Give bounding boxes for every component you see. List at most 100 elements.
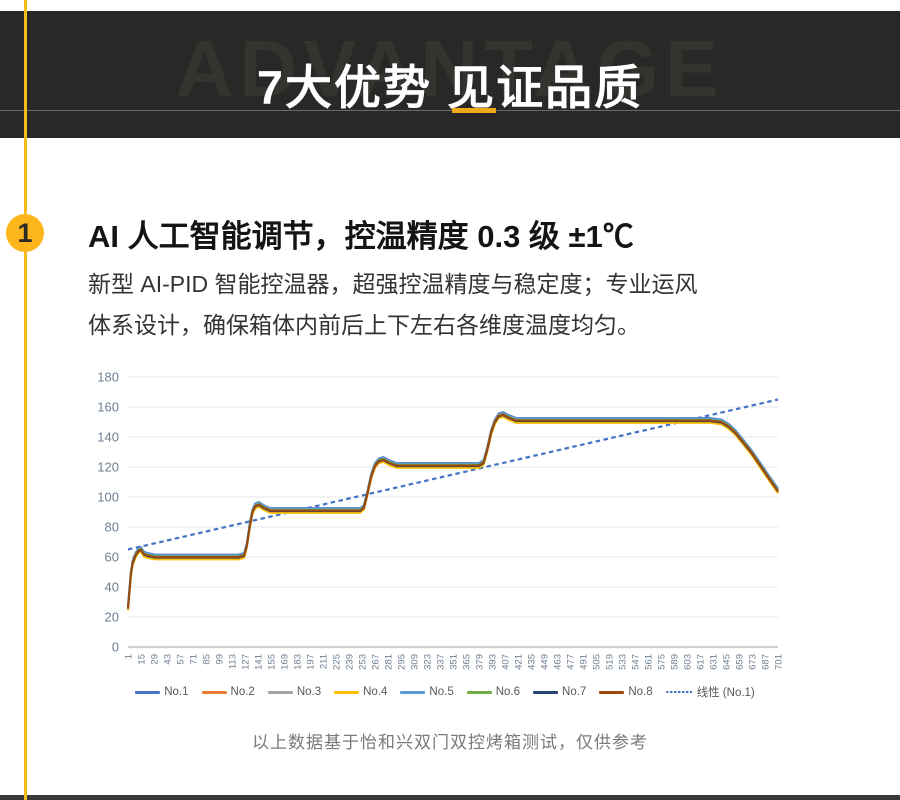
x-axis-tick-label: 687 [761,654,772,670]
legend-item: No.7 [533,686,586,698]
y-axis-tick-label: 180 [97,370,119,385]
legend-swatch-dashed [665,691,693,693]
bottom-section-bar [0,795,900,800]
legend-item: No.8 [599,686,653,698]
x-axis-tick-label: 323 [423,654,434,670]
y-axis-tick-label: 40 [105,580,119,595]
x-axis-tick-label: 155 [267,654,278,670]
x-axis-tick-label: 309 [410,654,421,670]
x-axis-tick-label: 491 [579,654,590,670]
x-axis-tick-label: 435 [527,654,538,670]
temperature-chart: 0 20 40 60 80 100 120 140 160 180 1 15 29 43 57 71 85 99 1… [85,368,805,698]
legend-item: No.6 [466,686,521,698]
legend-label: No.6 [495,686,521,698]
section-description-line-1: 新型 AI-PID 智能控温器，超强控温精度与稳定度；专业运风 [88,271,698,297]
x-axis-tick-label: 71 [189,654,200,665]
chart-caption: 以上数据基于怡和兴双门双控烤箱测试，仅供参考 [252,733,648,752]
section-description: 新型 AI-PID 智能控温器，超强控温精度与稳定度；专业运风 体系设计，确保箱… [88,264,698,346]
header-title: 7大优势 见证品质 [256,61,644,114]
x-axis-tick-label: 603 [683,654,694,670]
x-axis-tick-label: 141 [254,654,265,670]
header-banner: ADVANTAGE 7大优势 见证品质 [0,11,900,138]
x-axis-tick-label: 211 [319,654,330,669]
accent-vertical-line [24,0,27,800]
x-axis-tick-label: 701 [774,654,785,670]
x-axis-tick-label: 519 [605,654,616,670]
chart-series-No.3 [127,412,779,607]
legend-item: No.1 [135,686,189,698]
legend-swatch [267,690,293,694]
x-axis-tick-label: 505 [592,654,603,670]
y-axis-tick-label: 140 [97,430,119,445]
legend-swatch [533,690,559,694]
y-axis-tick-label: 20 [105,610,119,625]
y-axis-tick-label: 60 [105,550,119,565]
x-axis-tick-label: 547 [631,654,642,670]
x-axis-tick-label: 337 [436,654,447,670]
legend-item: No.2 [201,686,255,698]
x-axis-tick-label: 673 [748,654,759,670]
legend-item: No.5 [400,686,454,698]
x-axis-tick-label: 561 [644,654,655,670]
x-axis-tick-label: 57 [176,654,187,665]
x-axis-tick-label: 127 [241,654,252,670]
x-axis-tick-label: 365 [462,654,473,670]
chart-series-No.6 [127,412,779,608]
chart-series-No.2 [127,414,779,610]
advantage-watermark: ADVANTAGE [175,24,725,113]
x-axis-tick-label: 533 [618,654,629,670]
x-axis-tick-label: 631 [709,654,720,670]
x-axis-tick-label: 575 [657,654,668,670]
chart-series-No.7 [127,414,779,609]
x-axis-tick-label: 659 [735,654,746,670]
x-axis-tick-label: 295 [397,654,408,670]
x-axis-tick-label: 1 [124,654,135,659]
legend-label: No.5 [429,686,454,698]
chart-legend: No.1 No.2 No.3 No.4 No.5 No.6 No.7 No.8 线性 (No.1… [85,684,805,700]
chart-series-No.4 [127,415,779,611]
legend-label: No.3 [296,686,322,698]
x-axis-tick-label: 113 [228,654,239,669]
x-axis-tick-label: 617 [696,654,707,670]
x-axis-tick-label: 85 [202,654,213,665]
legend-label: No.2 [230,686,255,698]
legend-label: No.8 [628,686,653,698]
x-axis-tick-label: 183 [293,654,304,670]
legend-item: No.4 [334,686,387,698]
trend-line-linear-no1 [127,398,779,551]
legend-swatch [466,690,492,694]
x-axis-tick-label: 253 [358,654,369,670]
y-axis-tick-label: 80 [105,520,119,535]
x-axis-tick-label: 99 [215,654,226,665]
chart-series-No.5 [127,411,779,607]
legend-item: 线性 (No.1) [665,684,755,700]
x-axis-tick-label: 43 [163,654,174,665]
legend-item: No.3 [267,686,322,698]
x-axis-tick-label: 379 [475,654,486,670]
legend-swatch [201,690,227,694]
y-axis-tick-label: 160 [97,400,119,415]
y-axis-tick-label: 100 [97,490,119,505]
legend-label: 线性 (No.1) [696,687,755,699]
x-axis-tick-label: 197 [306,654,317,670]
x-axis-tick-label: 351 [449,654,460,670]
x-axis-tick-label: 449 [540,654,551,670]
step-number-badge: 1 [6,214,44,252]
legend-label: No.4 [363,686,388,698]
section-title: AI 人工智能调节，控温精度 0.3 级 ±1℃ [88,219,634,254]
x-axis-tick-label: 15 [137,654,148,665]
section-description-line-2: 体系设计，确保箱体内前后上下左右各维度温度均匀。 [88,312,640,338]
x-axis-tick-label: 239 [345,654,356,670]
x-axis-tick-label: 463 [553,654,564,670]
y-axis-tick-label: 0 [112,640,119,655]
x-axis-tick-label: 645 [722,654,733,670]
chart-series-No.1 [127,411,779,606]
legend-swatch [334,690,360,694]
legend-swatch [599,690,625,694]
legend-swatch [135,690,161,694]
x-axis-tick-label: 421 [514,654,525,670]
y-axis-tick-label: 120 [97,460,119,475]
x-axis-tick-label: 281 [384,654,395,670]
